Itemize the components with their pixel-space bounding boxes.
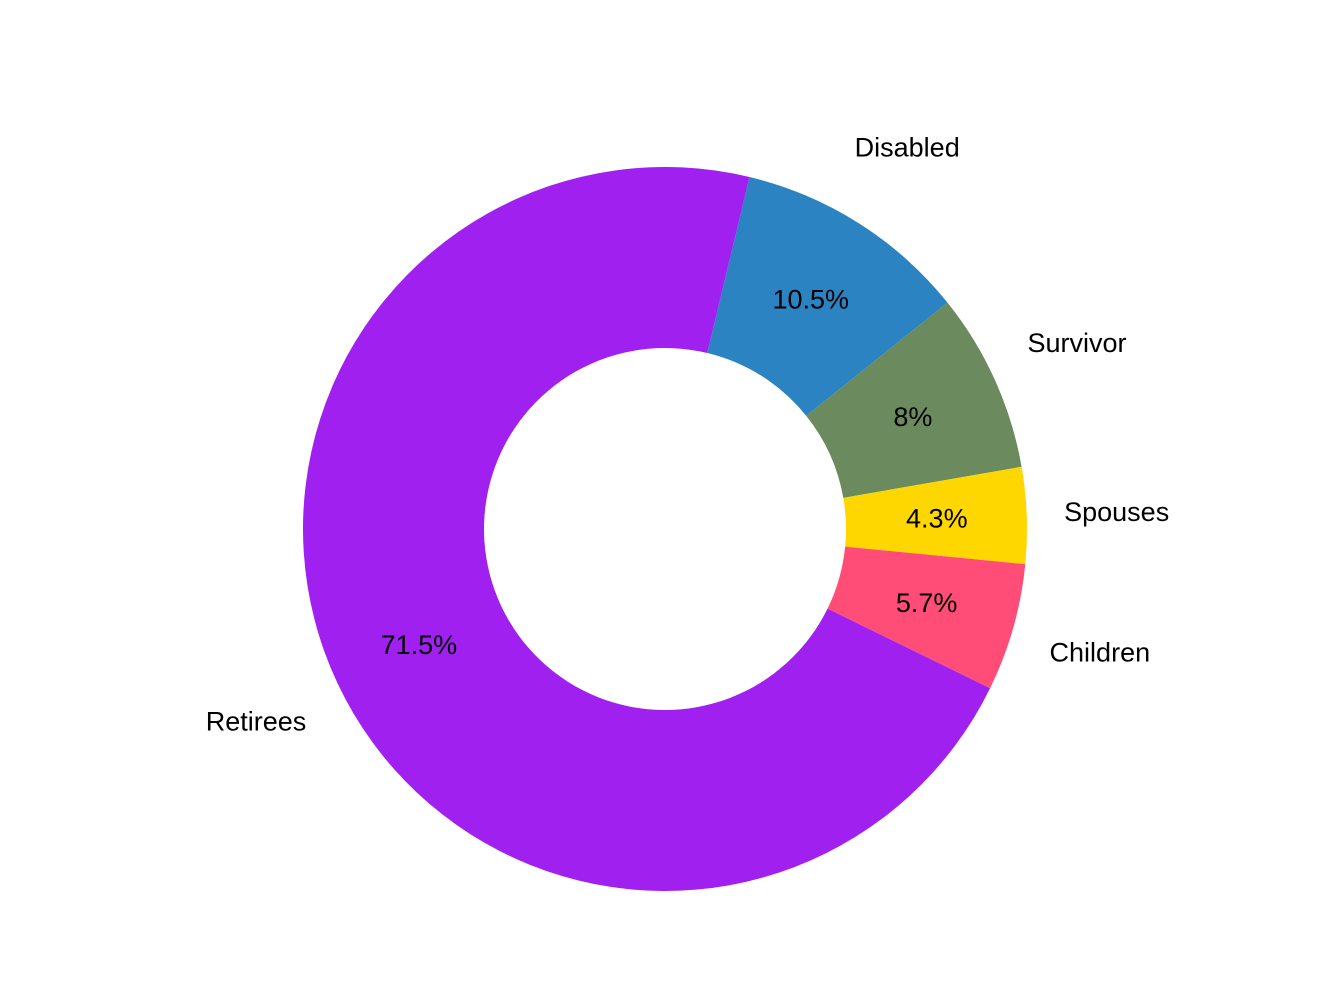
slice-disabled (707, 177, 948, 416)
slice-children (827, 546, 1026, 689)
percent-label-survivor: 8% (893, 402, 932, 432)
percent-label-spouses: 4.3% (906, 504, 968, 534)
category-label-survivor: Survivor (1027, 328, 1126, 358)
slice-spouses (843, 466, 1028, 565)
slice-retirees (303, 167, 991, 892)
percent-labels: 10.5% 8% 4.3% 5.7% 71.5% (381, 284, 968, 659)
category-labels: Disabled Survivor Spouses Children Retirees (206, 132, 1169, 736)
percent-label-children: 5.7% (896, 588, 958, 618)
category-label-retirees: Retirees (206, 706, 307, 736)
category-label-disabled: Disabled (855, 132, 960, 162)
percent-label-retirees: 71.5% (381, 630, 458, 660)
donut-slices (303, 167, 1028, 892)
slice-survivor (806, 302, 1022, 498)
category-label-children: Children (1050, 637, 1151, 667)
category-label-spouses: Spouses (1064, 497, 1169, 527)
percent-label-disabled: 10.5% (772, 284, 849, 314)
